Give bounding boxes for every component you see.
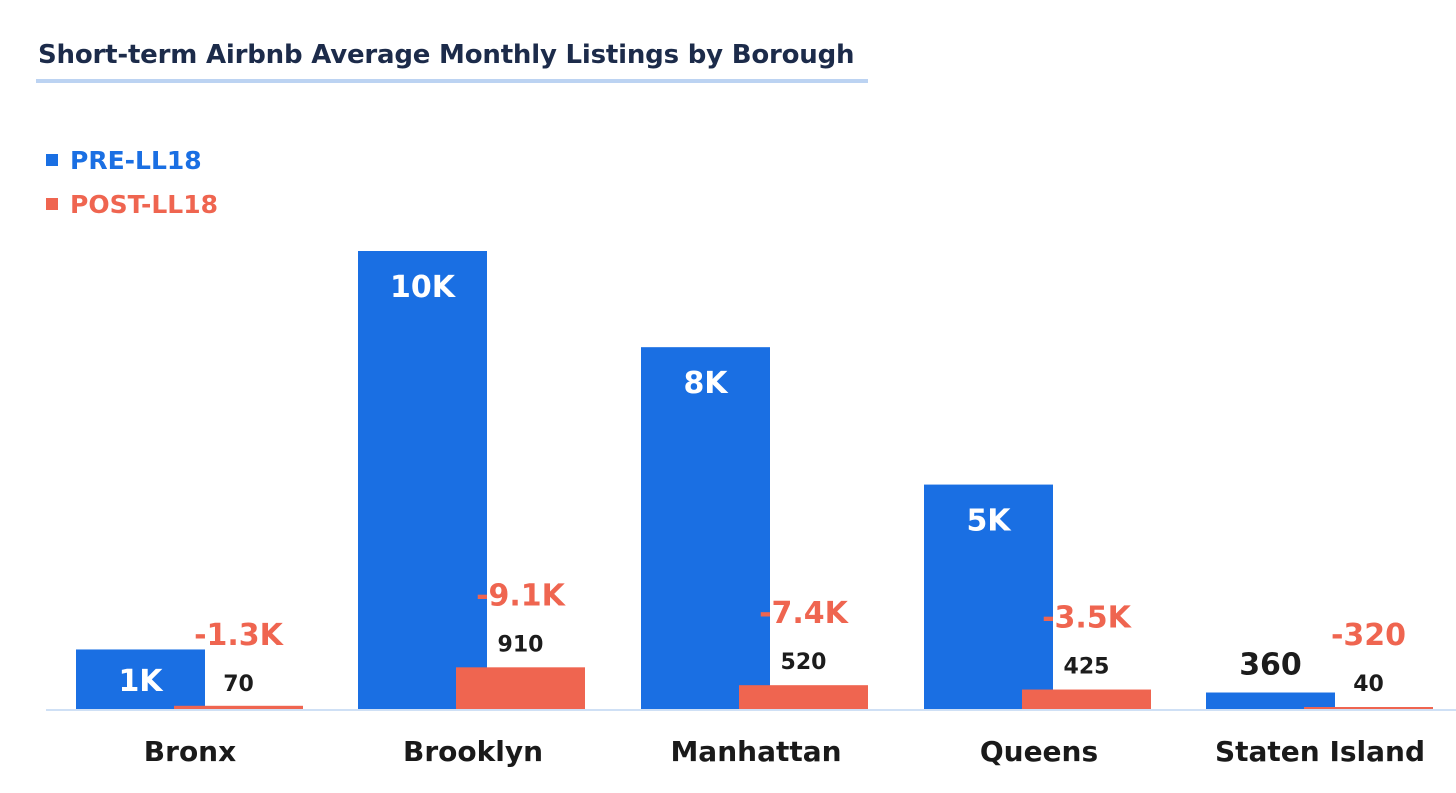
bar-post-queens (1022, 689, 1151, 709)
data-label-post-staten-island: 40 (1353, 672, 1384, 697)
bar-pre-queens (924, 484, 1053, 709)
x-tick-label-bronx: Bronx (144, 735, 236, 768)
title-underline (36, 79, 868, 83)
x-tick-label-queens: Queens (980, 735, 1098, 768)
change-label-queens: -3.5K (1042, 601, 1133, 636)
data-label-post-brooklyn: 910 (498, 632, 544, 657)
data-label-post-manhattan: 520 (781, 650, 827, 675)
bar-pre-staten-island (1206, 692, 1335, 709)
bar-pre-bronx (76, 649, 205, 709)
bar-pre-brooklyn (358, 251, 487, 709)
change-label-staten-island: -320 (1331, 618, 1406, 653)
change-label-brooklyn: -9.1K (476, 578, 567, 613)
change-label-manhattan: -7.4K (759, 596, 850, 631)
chart-title: Short-term Airbnb Average Monthly Listin… (38, 40, 855, 70)
bar-post-brooklyn (456, 667, 585, 709)
legend-item-post: POST-LL18 (46, 182, 218, 226)
legend-swatch-pre (46, 154, 58, 166)
change-label-bronx: -1.3K (194, 618, 285, 653)
legend-item-pre: PRE-LL18 (46, 138, 218, 182)
legend-label-pre: PRE-LL18 (70, 145, 202, 175)
data-label-pre-manhattan: 8K (683, 366, 729, 401)
data-label-post-bronx: 70 (223, 672, 254, 697)
bar-post-staten-island (1304, 707, 1433, 709)
x-tick-label-manhattan: Manhattan (670, 735, 841, 768)
data-label-pre-staten-island: 360 (1239, 648, 1302, 683)
data-label-pre-queens: 5K (966, 504, 1012, 539)
bar-pre-manhattan (641, 347, 770, 709)
data-label-post-queens: 425 (1064, 655, 1110, 680)
bar-post-bronx (174, 705, 303, 709)
legend-swatch-post (46, 198, 58, 210)
legend-label-post: POST-LL18 (70, 189, 218, 219)
x-tick-label-staten-island: Staten Island (1215, 735, 1425, 768)
legend: PRE-LL18 POST-LL18 (46, 138, 218, 226)
data-label-pre-bronx: 1K (118, 664, 164, 699)
bar-post-manhattan (739, 685, 868, 709)
x-tick-label-brooklyn: Brooklyn (403, 735, 543, 768)
data-label-pre-brooklyn: 10K (390, 270, 457, 305)
